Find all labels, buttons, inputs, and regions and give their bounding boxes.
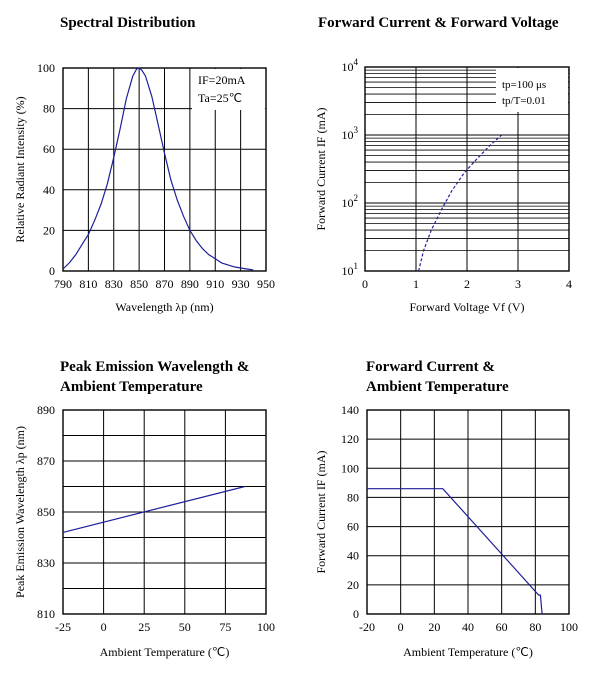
iv-x-tick-label: 4: [566, 277, 572, 291]
derating-x-tick-label: -20: [359, 620, 375, 634]
peak-x-tick-label: 0: [101, 620, 107, 634]
derating-title-line2: Ambient Temperature: [366, 379, 509, 395]
peak-y-tick-label: 870: [37, 454, 55, 468]
derating-title: Forward Current &: [366, 359, 495, 375]
spectral-x-tick-label: 930: [232, 277, 250, 291]
spectral-x-tick-label: 910: [206, 277, 224, 291]
peak-title: Peak Emission Wavelength &: [60, 359, 249, 375]
spectral-x-tick-label: 810: [79, 277, 97, 291]
peak-x-tick-label: 100: [257, 620, 275, 634]
derating-y-axis-label: Forward Current IF (mA): [314, 451, 328, 574]
iv-title: Forward Current & Forward Voltage: [318, 15, 559, 31]
spectral-x-tick-label: 890: [181, 277, 199, 291]
iv-y-axis-label: Forward Current IF (mA): [314, 108, 328, 231]
derating-x-tick-label: 80: [529, 620, 541, 634]
derating-x-axis-label: Ambient Temperature (℃): [403, 645, 533, 659]
iv-chart: 0 1 2 3 4 101 102 103 104 tp=100 μs tp/T=0.01 Forwa…: [314, 57, 572, 314]
derating-y-tick-label: 60: [347, 520, 359, 534]
peak-curve: [62, 485, 246, 533]
peak-plot-frame: [62, 409, 267, 615]
derating-x-tick-label: 20: [428, 620, 440, 634]
iv-x-axis-label: Forward Voltage Vf (V): [410, 300, 525, 314]
spectral-plot-frame: [62, 67, 267, 272]
spectral-curve: [62, 67, 254, 271]
spectral-x-tick-label: 950: [257, 277, 275, 291]
spectral-annotation-ta: Ta=25℃: [198, 91, 242, 105]
iv-y-tick-label: 104: [342, 57, 359, 74]
peak-title-line2: Ambient Temperature: [60, 379, 203, 395]
peak-chart: -25 0 25 50 75 100 810 830 850 870 890 Ambient Temp…: [13, 403, 275, 659]
derating-y-tick-label: 80: [347, 490, 359, 504]
spectral-y-tick-label: 80: [43, 102, 55, 116]
derating-y-tick-label: 140: [341, 403, 359, 417]
spectral-y-tick-label: 40: [43, 183, 55, 197]
spectral-title: Spectral Distribution: [60, 15, 196, 31]
derating-curve: [367, 488, 543, 615]
iv-plot-frame: [364, 66, 570, 272]
iv-annotation-duty: tp/T=0.01: [502, 95, 546, 107]
spectral-x-tick-label: 870: [156, 277, 174, 291]
derating-x-tick-label: 100: [560, 620, 578, 634]
iv-y-tick-label: 103: [342, 125, 359, 142]
derating-plot-frame: [366, 409, 570, 615]
peak-x-tick-label: 75: [219, 620, 231, 634]
derating-y-tick-label: 0: [353, 607, 359, 621]
derating-y-tick-label: 40: [347, 549, 359, 563]
spectral-x-tick-label: 790: [54, 277, 72, 291]
spectral-y-tick-label: 20: [43, 223, 55, 237]
iv-x-tick-label: 1: [413, 277, 419, 291]
spectral-y-axis-label: Relative Radiant Intensity (%): [13, 96, 27, 242]
peak-y-tick-label: 890: [37, 403, 55, 417]
spectral-y-tick-label: 0: [49, 264, 55, 278]
spectral-annotation-if: IF=20mA: [198, 73, 246, 87]
spectral-x-axis-label: Wavelength λp (nm): [115, 300, 213, 314]
peak-x-tick-label: -25: [55, 620, 71, 634]
iv-y-tick-label: 101: [342, 261, 359, 278]
iv-curve: [418, 134, 503, 272]
peak-y-tick-label: 810: [37, 607, 55, 621]
iv-x-tick-label: 0: [362, 277, 368, 291]
peak-x-axis-label: Ambient Temperature (℃): [100, 645, 230, 659]
derating-y-tick-label: 100: [341, 461, 359, 475]
peak-y-tick-label: 830: [37, 556, 55, 570]
peak-x-tick-label: 25: [138, 620, 150, 634]
peak-x-tick-label: 50: [179, 620, 191, 634]
spectral-y-tick-label: 100: [37, 61, 55, 75]
spectral-x-tick-label: 830: [105, 277, 123, 291]
iv-annotation-tp: tp=100 μs: [502, 79, 546, 91]
iv-x-tick-label: 3: [515, 277, 521, 291]
spectral-x-tick-label: 850: [130, 277, 148, 291]
iv-y-tick-label: 102: [342, 193, 359, 210]
derating-x-tick-label: 40: [462, 620, 474, 634]
derating-chart: -20 0 20 40 60 80 100020406080100120140Ambient…: [314, 403, 578, 659]
derating-x-tick-label: 0: [398, 620, 404, 634]
spectral-annotation-box: [192, 69, 265, 110]
iv-x-tick-label: 2: [464, 277, 470, 291]
peak-y-tick-label: 850: [37, 505, 55, 519]
spectral-chart: 790 810 830 850 870 890 910 930 950 0 20 40 60 80 100 I…: [13, 61, 275, 314]
derating-x-tick-label: 60: [496, 620, 508, 634]
peak-y-axis-label: Peak Emission Wavelength λp (nm): [13, 426, 27, 598]
iv-annotation-box: [496, 68, 568, 112]
derating-y-tick-label: 20: [347, 578, 359, 592]
spectral-y-tick-label: 60: [43, 142, 55, 156]
derating-y-tick-label: 120: [341, 432, 359, 446]
